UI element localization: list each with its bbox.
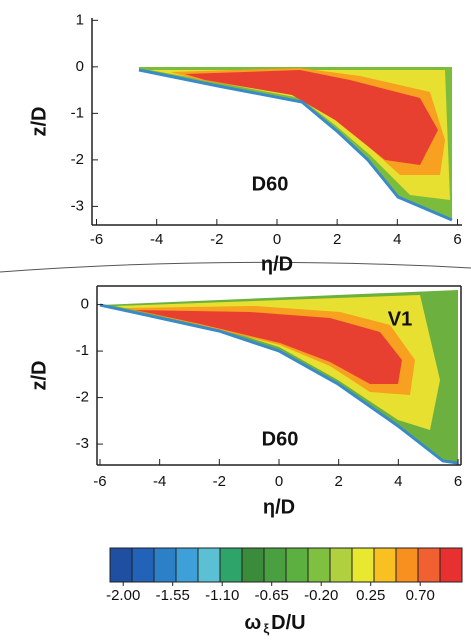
colorbar-swatch — [131, 547, 155, 583]
x-tick-label: -4 — [150, 231, 163, 248]
colorbar-tick-label: -2.00 — [106, 587, 140, 604]
x-axis-label: η/D — [263, 496, 295, 518]
y-tick-label: -2 — [76, 389, 89, 406]
contour-field — [138, 67, 453, 222]
x-tick-label: -2 — [210, 231, 223, 248]
colorbar-swatch — [329, 547, 353, 583]
y-tick-label: 0 — [81, 296, 89, 313]
x-tick-label: -6 — [90, 231, 103, 248]
contour-field — [99, 290, 459, 465]
separator — [0, 261, 471, 273]
colorbar-swatch — [373, 547, 397, 583]
colorbar-tick-label: -1.10 — [205, 587, 239, 604]
colorbar-label-part: D/U — [271, 612, 305, 634]
x-tick-label: 6 — [453, 231, 461, 248]
y-axis-label: z/D — [28, 361, 50, 391]
colorbar-tick-label: -0.20 — [304, 587, 338, 604]
colorbar-swatch — [417, 547, 441, 583]
colorbar-swatch — [175, 547, 199, 583]
x-tick-label: 0 — [273, 231, 281, 248]
colorbar-swatch — [153, 547, 177, 583]
colorbar-label-part: ξ — [263, 621, 269, 636]
y-tick-label: 1 — [76, 11, 84, 28]
x-tick-label: 0 — [275, 473, 283, 490]
colorbar-label-part: ω — [244, 612, 261, 634]
x-tick-label: 4 — [394, 473, 402, 490]
colorbar-swatch — [197, 547, 221, 583]
x-tick-label: 2 — [333, 231, 341, 248]
colorbar-tick-label: 0.25 — [356, 587, 385, 604]
colorbar-swatch — [241, 547, 265, 583]
annotation: V1 — [388, 308, 412, 330]
colorbar-label: ω ξ D/U — [244, 612, 305, 636]
colorbar-tick-label: -0.65 — [255, 587, 289, 604]
annotation: D60 — [252, 173, 289, 195]
x-tick-label: -4 — [153, 473, 166, 490]
y-axis-label: z/D — [28, 107, 50, 137]
colorbar-swatch — [351, 547, 375, 583]
colorbar-tick-label: -1.55 — [156, 587, 190, 604]
y-tick-label: -2 — [71, 151, 84, 168]
colorbar-swatch — [285, 547, 309, 583]
colorbar-swatch — [307, 547, 331, 583]
x-tick-label: -6 — [93, 473, 106, 490]
colorbar-swatch — [395, 547, 419, 583]
y-tick-label: 0 — [76, 58, 84, 75]
x-axis-label: η/D — [261, 253, 293, 275]
colorbar-swatch — [109, 547, 133, 583]
x-tick-label: 4 — [393, 231, 401, 248]
colorbar-swatch — [263, 547, 287, 583]
x-tick-label: -2 — [213, 473, 226, 490]
colorbar-swatch — [219, 547, 243, 583]
y-tick-label: -1 — [71, 104, 84, 121]
colorbar-tick-label: 0.70 — [406, 587, 435, 604]
x-tick-label: 2 — [335, 473, 343, 490]
y-tick-label: -3 — [71, 197, 84, 214]
colorbar-swatch — [439, 547, 463, 583]
y-tick-label: -1 — [76, 342, 89, 359]
annotation: D60 — [262, 428, 299, 450]
x-tick-label: 6 — [454, 473, 462, 490]
y-tick-label: -3 — [76, 435, 89, 452]
